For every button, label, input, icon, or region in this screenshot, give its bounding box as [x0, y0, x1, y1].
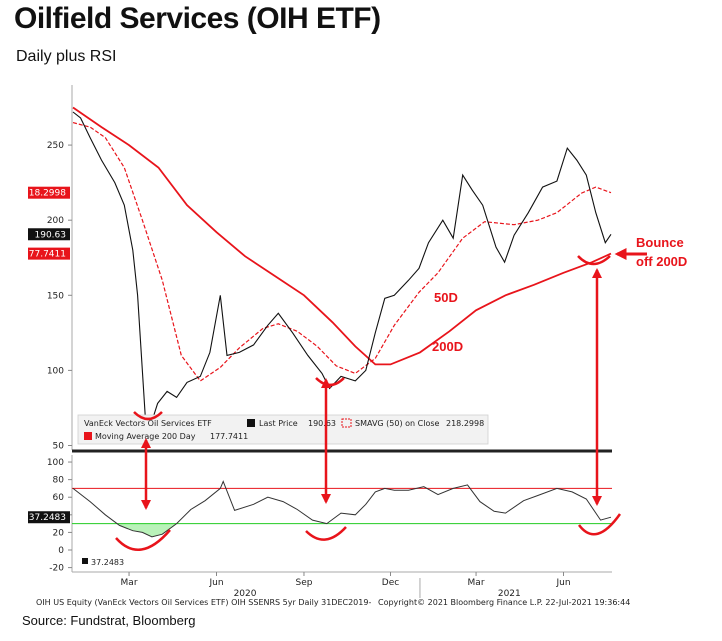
annotation-bounce-line2: off 200D: [636, 254, 687, 269]
rsi-legend-value: 37.2483: [91, 558, 124, 567]
x-tick-label: Jun: [208, 578, 223, 588]
rsi-panel: -20020406080100 37.2483 37.2483: [28, 455, 612, 574]
annotation-bounce-line1: Bounce: [636, 235, 684, 250]
smile-mar-2020-price: [133, 411, 163, 421]
rsi-tick-label: 0: [58, 546, 64, 556]
rsi-value-label: 37.2483: [28, 511, 70, 524]
rsi-tick-label: -20: [49, 564, 64, 574]
x-tick-label: Mar: [468, 578, 485, 588]
value-label-text: 218.2998: [23, 189, 66, 199]
value-label-text: 190.63: [35, 230, 67, 240]
annotation-200d: 200D: [432, 339, 463, 354]
legend-sma50-swatch: [341, 418, 352, 428]
rsi-tick-label: 60: [53, 493, 65, 503]
x-tick-label: Jun: [555, 578, 570, 588]
rsi-tick-label: 20: [53, 528, 65, 538]
price-tick-label: 200: [47, 216, 64, 226]
x-year-label: 2021: [498, 589, 521, 599]
x-tick-label: Dec: [382, 578, 399, 588]
annotations: Bounce off 200D 50D 200D: [115, 235, 687, 551]
price-tick-label: 250: [47, 141, 64, 151]
rsi-tick-label: 100: [47, 458, 64, 468]
rsi-tick-label: 80: [53, 476, 65, 486]
footer-left: OIH US Equity (VanEck Vectors Oil Servic…: [36, 598, 371, 607]
x-tick-label: Sep: [295, 578, 312, 588]
value-label-text: 177.7411: [23, 250, 66, 260]
x-year-label: 2020: [234, 589, 257, 599]
price-tick-label: 150: [47, 291, 64, 301]
price-panel: 50 100 150 200 250 218.2998 190.63 177.7411: [23, 85, 612, 451]
footer-right: Copyright© 2021 Bloomberg Finance L.P. 2…: [378, 598, 630, 607]
rsi-oversold-fill: [119, 523, 177, 537]
sma50-line: [72, 122, 612, 382]
value-label-box: [28, 186, 70, 199]
price-line: [72, 111, 612, 426]
rsi-legend-swatch: [82, 558, 88, 564]
legend-last-price-swatch: [247, 419, 255, 427]
x-tick-label: Mar: [121, 578, 138, 588]
legend-ma200: Moving Average 200 Day: [95, 432, 196, 441]
price-value-labels: 218.2998 190.63 177.7411: [23, 186, 70, 260]
value-label-box: [28, 228, 70, 241]
chart-title: Oilfield Services (OIH ETF): [14, 2, 381, 35]
smile-mar-2020-rsi: [115, 529, 171, 551]
legend: VanEck Vectors Oil Services ETF Last Pri…: [77, 414, 489, 445]
smile-oct-2020-rsi: [305, 526, 347, 541]
ma200-line: [72, 106, 612, 366]
bounce-smile-price: [577, 255, 611, 266]
x-axis: Mar Jun Sep Dec Mar Jun 2020 2021: [72, 571, 612, 599]
rsi-value-text: 37.2483: [29, 513, 66, 523]
price-y-ticks: 50 100 150 200 250: [47, 141, 72, 451]
annotation-50d: 50D: [434, 290, 458, 305]
rsi-line: [72, 480, 612, 538]
chart-subtitle: Daily plus RSI: [16, 48, 117, 65]
smile-jul-2021-rsi: [577, 513, 622, 536]
rsi-value-box: [28, 511, 70, 524]
smile-oct-2020-price: [315, 377, 345, 387]
source-note: Source: Fundstrat, Bloomberg: [22, 613, 196, 628]
legend-sma50: SMAVG (50) on Close: [355, 419, 440, 428]
legend-ma200-swatch: [84, 432, 92, 440]
legend-last-price-value: 190.63: [308, 419, 336, 428]
value-label-box: [28, 247, 70, 260]
legend-last-price: Last Price: [259, 419, 298, 428]
legend-sma50-value: 218.2998: [446, 419, 484, 428]
legend-etf-name: VanEck Vectors Oil Services ETF: [84, 419, 212, 428]
legend-ma200-value: 177.7411: [210, 432, 248, 441]
price-tick-label: 50: [53, 441, 65, 451]
price-tick-label: 100: [47, 366, 64, 376]
